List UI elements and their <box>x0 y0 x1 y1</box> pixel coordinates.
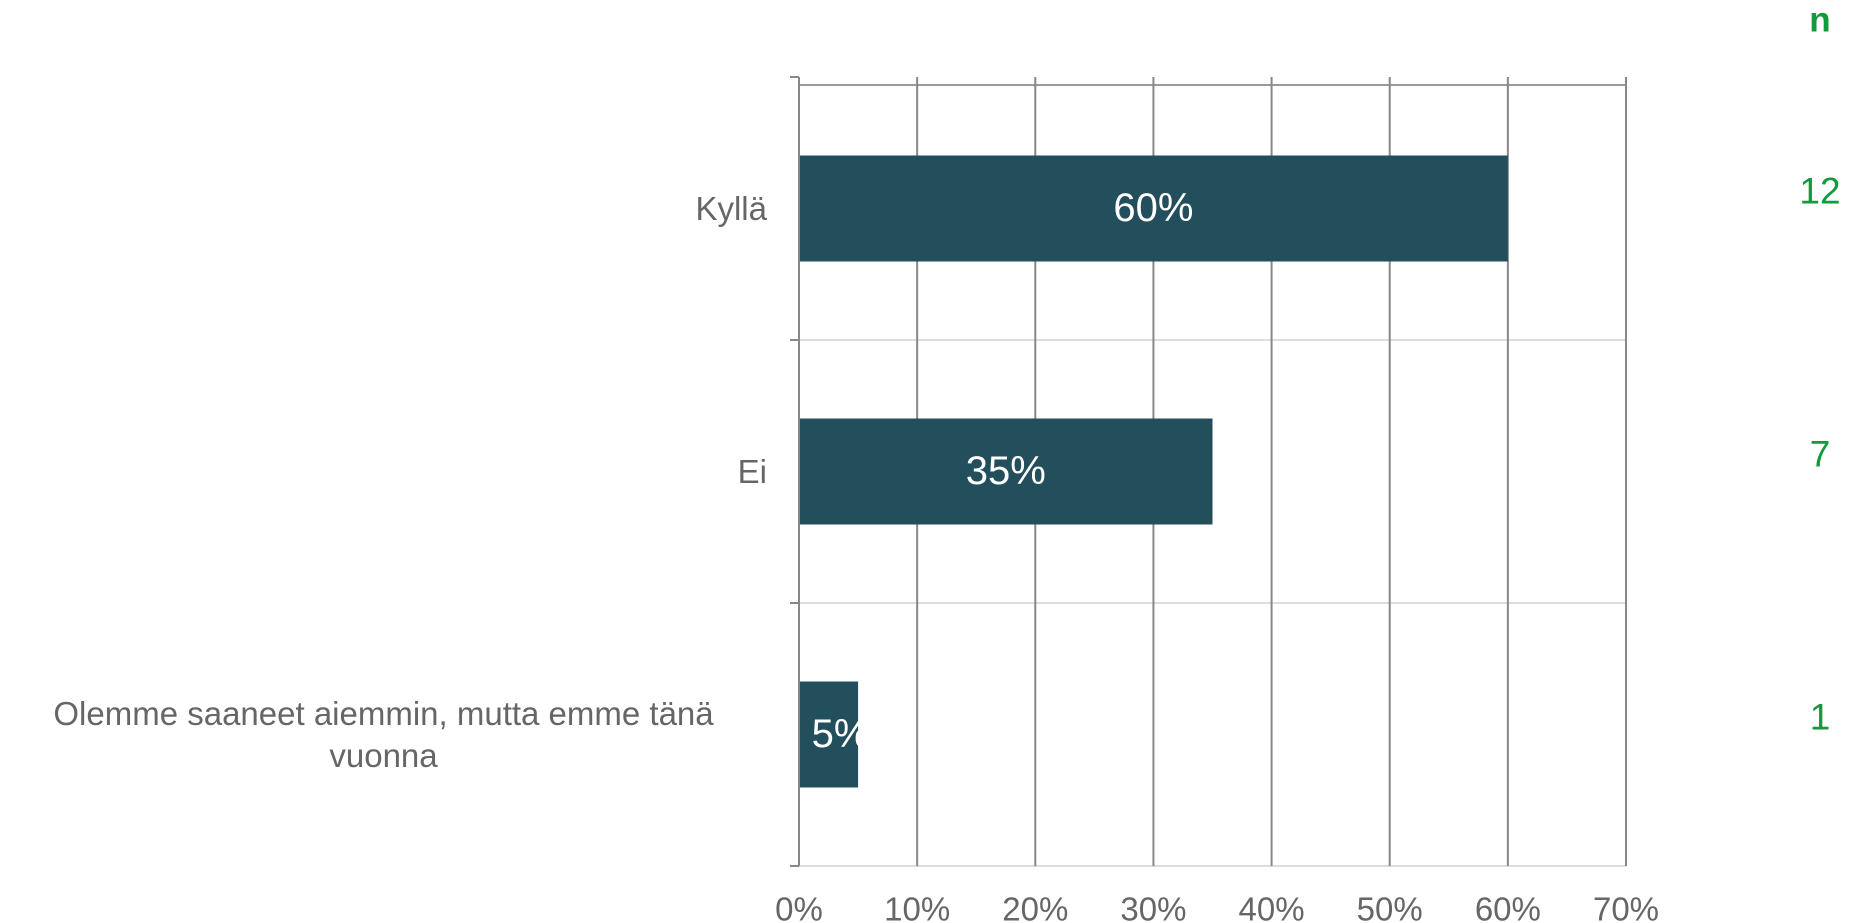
bar <box>799 418 1213 525</box>
category-label-box: Kyllä <box>0 149 767 269</box>
x-tick-label: 10% <box>884 891 950 923</box>
n-header: n <box>1809 0 1830 39</box>
x-tick-label: 60% <box>1475 891 1541 923</box>
x-tick-label: 70% <box>1593 891 1659 923</box>
x-tick-label: 50% <box>1357 891 1423 923</box>
category-label: Kyllä <box>695 189 767 227</box>
count: 1 <box>1810 696 1831 737</box>
category-label-box: Ei <box>0 412 767 532</box>
value-label: 35% <box>966 449 1046 493</box>
value-label: 5% <box>812 712 870 756</box>
x-tick-label: 40% <box>1239 891 1305 923</box>
x-tick-label: 30% <box>1120 891 1186 923</box>
x-tick-label: 20% <box>1002 891 1068 923</box>
count: 7 <box>1810 433 1831 474</box>
category-label: Olemme saaneet aiemmin, mutta emme tänä … <box>53 694 714 774</box>
category-label-box: Olemme saaneet aiemmin, mutta emme tänä … <box>0 675 767 795</box>
value-label: 60% <box>1113 186 1193 230</box>
count: 12 <box>1799 170 1840 211</box>
bar <box>799 155 1508 262</box>
category-label: Ei <box>737 452 767 490</box>
x-tick-label: 0% <box>775 891 823 923</box>
bar <box>799 681 859 788</box>
